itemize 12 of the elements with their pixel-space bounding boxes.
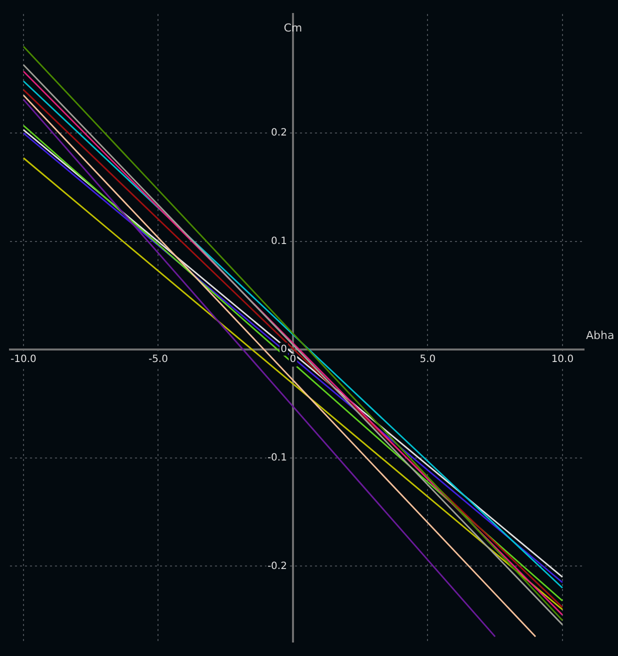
x-tick-label: -5.0 — [148, 354, 168, 366]
x-tick-label: -10.0 — [10, 354, 36, 366]
x-tick-label: 10.0 — [551, 354, 574, 366]
x-tick-label: 0 — [290, 354, 296, 366]
y-axis-title: Cm — [284, 21, 302, 34]
y-tick-label: -0.2 — [267, 560, 287, 572]
y-tick-label: 0.2 — [271, 128, 287, 139]
y-tick-label: -0.1 — [267, 452, 287, 464]
y-tick-label: 0 — [280, 344, 287, 356]
y-tick-label: 0.1 — [271, 236, 287, 247]
x-tick-label: 5.0 — [420, 354, 436, 366]
x-axis-title: Abha — [586, 329, 614, 342]
